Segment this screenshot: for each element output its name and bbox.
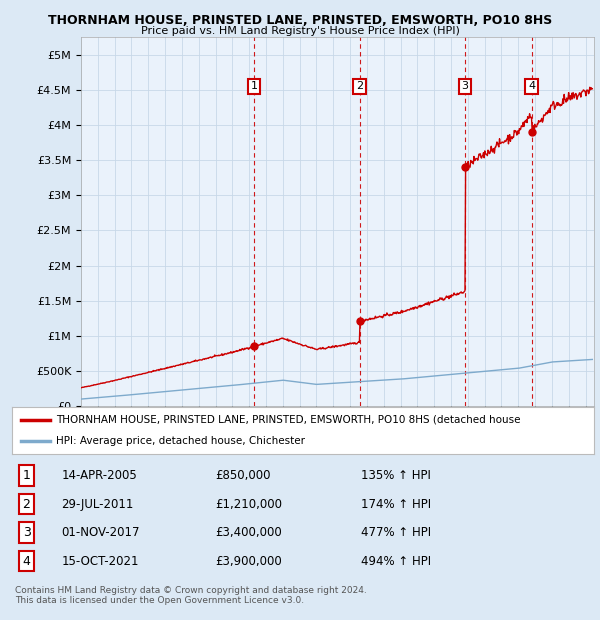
Text: £850,000: £850,000: [216, 469, 271, 482]
Text: 494% ↑ HPI: 494% ↑ HPI: [361, 555, 431, 567]
Text: 135% ↑ HPI: 135% ↑ HPI: [361, 469, 431, 482]
Text: THORNHAM HOUSE, PRINSTED LANE, PRINSTED, EMSWORTH, PO10 8HS: THORNHAM HOUSE, PRINSTED LANE, PRINSTED,…: [48, 14, 552, 27]
Text: 4: 4: [528, 81, 535, 91]
Text: 477% ↑ HPI: 477% ↑ HPI: [361, 526, 431, 539]
Text: £3,400,000: £3,400,000: [216, 526, 283, 539]
Text: 2: 2: [23, 498, 31, 510]
Text: £1,210,000: £1,210,000: [216, 498, 283, 510]
Text: 29-JUL-2011: 29-JUL-2011: [61, 498, 134, 510]
Text: Contains HM Land Registry data © Crown copyright and database right 2024.
This d: Contains HM Land Registry data © Crown c…: [15, 586, 367, 605]
Text: 3: 3: [461, 81, 469, 91]
Text: 4: 4: [23, 555, 31, 567]
Text: HPI: Average price, detached house, Chichester: HPI: Average price, detached house, Chic…: [56, 436, 305, 446]
Text: 1: 1: [250, 81, 257, 91]
Text: 3: 3: [23, 526, 31, 539]
Text: 174% ↑ HPI: 174% ↑ HPI: [361, 498, 431, 510]
Text: 14-APR-2005: 14-APR-2005: [61, 469, 137, 482]
Text: 15-OCT-2021: 15-OCT-2021: [61, 555, 139, 567]
Text: THORNHAM HOUSE, PRINSTED LANE, PRINSTED, EMSWORTH, PO10 8HS (detached house: THORNHAM HOUSE, PRINSTED LANE, PRINSTED,…: [56, 415, 520, 425]
Text: £3,900,000: £3,900,000: [216, 555, 283, 567]
Text: 01-NOV-2017: 01-NOV-2017: [61, 526, 140, 539]
Text: Price paid vs. HM Land Registry's House Price Index (HPI): Price paid vs. HM Land Registry's House …: [140, 26, 460, 36]
Text: 2: 2: [356, 81, 363, 91]
Text: 1: 1: [23, 469, 31, 482]
